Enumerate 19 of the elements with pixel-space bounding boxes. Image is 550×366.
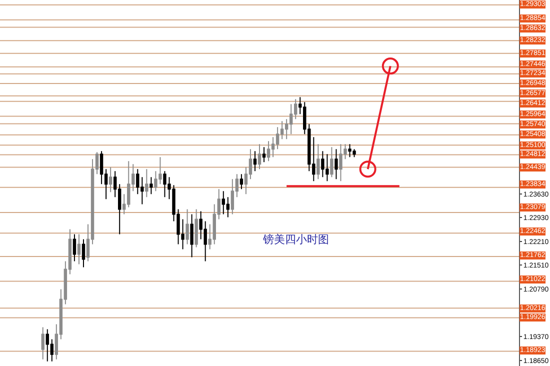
candlestick: [190, 214, 194, 258]
candlestick: [41, 326, 44, 360]
candlestick: [266, 140, 270, 162]
candlestick: [194, 208, 198, 248]
candlestick: [334, 148, 338, 180]
candlestick: [262, 146, 266, 163]
candlestick: [72, 234, 76, 262]
candlestick: [82, 238, 86, 268]
candlestick: [316, 144, 320, 180]
candlestick: [77, 234, 81, 265]
candlestick: [330, 146, 334, 178]
candlestick: [108, 166, 112, 193]
candlestick: [253, 150, 257, 172]
annotation: 镑美四小时图: [262, 233, 329, 246]
candlestick: [150, 176, 153, 195]
candlestick: [240, 174, 244, 190]
candlestick: [186, 208, 189, 245]
candlestick: [145, 168, 148, 198]
candlestick: [258, 144, 262, 170]
